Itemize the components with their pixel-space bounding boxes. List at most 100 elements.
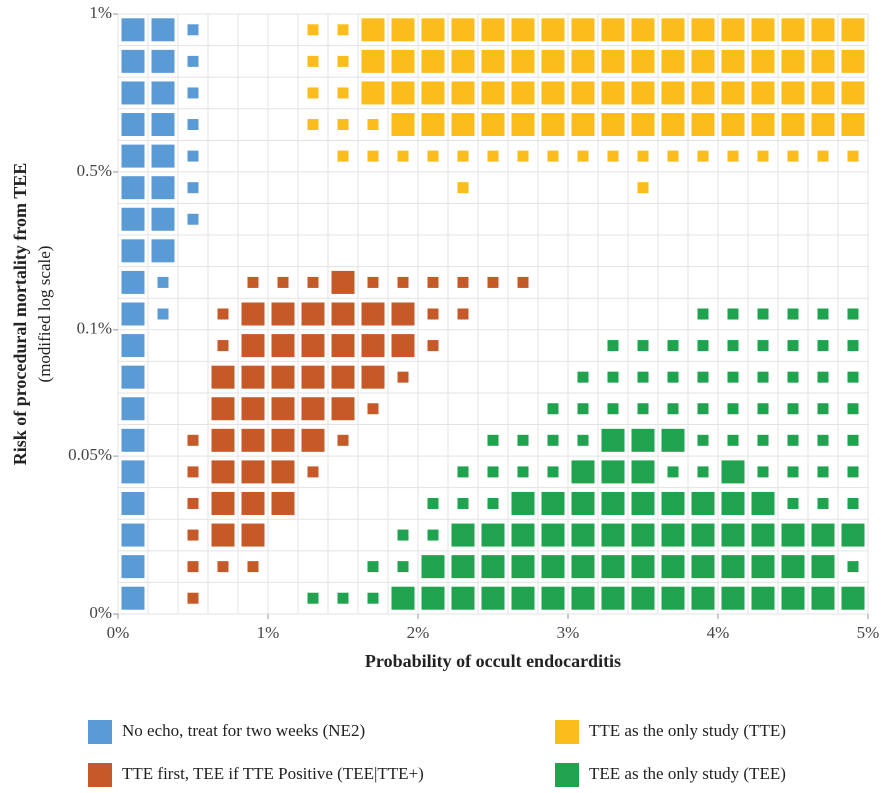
tile — [121, 365, 145, 389]
tile — [427, 497, 439, 509]
tile — [751, 18, 775, 42]
tile — [721, 491, 745, 515]
tile — [721, 555, 745, 579]
tile — [667, 340, 679, 352]
tile — [481, 555, 505, 579]
tile — [367, 276, 379, 288]
tile — [151, 49, 175, 73]
tile — [427, 276, 439, 288]
tile — [571, 18, 595, 42]
tile — [421, 18, 445, 42]
tile — [721, 586, 745, 610]
tile — [121, 144, 145, 168]
tile — [697, 371, 709, 383]
tile — [847, 403, 859, 415]
tile — [691, 555, 715, 579]
y-tick-label: 1% — [89, 3, 112, 22]
tile — [727, 340, 739, 352]
tile — [487, 497, 499, 509]
tile — [121, 586, 145, 610]
tile — [811, 555, 835, 579]
tile — [661, 113, 685, 137]
tile — [271, 302, 295, 326]
tile — [691, 49, 715, 73]
tile — [217, 308, 229, 320]
tile — [751, 49, 775, 73]
tile — [727, 371, 739, 383]
tile — [187, 150, 199, 162]
tile — [121, 113, 145, 137]
tile — [271, 428, 295, 452]
tile — [757, 466, 769, 478]
tile — [547, 150, 559, 162]
tile — [607, 403, 619, 415]
tile — [391, 113, 415, 137]
tile — [391, 302, 415, 326]
tile — [391, 586, 415, 610]
tile — [301, 428, 325, 452]
tile — [367, 119, 379, 131]
tile — [271, 365, 295, 389]
tile — [511, 49, 535, 73]
x-tick-label: 5% — [857, 623, 880, 642]
tile — [451, 49, 475, 73]
tile — [787, 497, 799, 509]
tile — [307, 55, 319, 67]
tile — [241, 302, 265, 326]
tile — [601, 523, 625, 547]
tile — [391, 18, 415, 42]
tile — [397, 561, 409, 573]
tile — [151, 81, 175, 105]
tile — [361, 18, 385, 42]
tile — [751, 491, 775, 515]
tile — [637, 403, 649, 415]
tile — [337, 434, 349, 446]
tile — [211, 523, 235, 547]
tile — [697, 403, 709, 415]
tile — [391, 334, 415, 358]
tile — [787, 340, 799, 352]
tile — [421, 555, 445, 579]
tile — [817, 434, 829, 446]
tile — [427, 340, 439, 352]
tile — [307, 466, 319, 478]
tile — [451, 113, 475, 137]
tile — [577, 403, 589, 415]
tile — [691, 113, 715, 137]
tile — [481, 18, 505, 42]
tile — [331, 397, 355, 421]
tile — [601, 18, 625, 42]
tile — [691, 586, 715, 610]
tile — [121, 302, 145, 326]
tile — [187, 434, 199, 446]
tile — [601, 428, 625, 452]
tile — [631, 586, 655, 610]
tile — [601, 586, 625, 610]
tile — [517, 150, 529, 162]
tile — [667, 403, 679, 415]
tile — [721, 81, 745, 105]
tile — [367, 592, 379, 604]
tile — [241, 491, 265, 515]
tile — [211, 460, 235, 484]
tile — [787, 403, 799, 415]
tile — [217, 561, 229, 573]
tile — [457, 150, 469, 162]
tile — [421, 81, 445, 105]
tile — [577, 434, 589, 446]
tile — [121, 555, 145, 579]
tile — [421, 586, 445, 610]
tile — [331, 365, 355, 389]
tile — [631, 428, 655, 452]
tile — [367, 561, 379, 573]
tile — [787, 466, 799, 478]
tile — [751, 586, 775, 610]
tile — [601, 49, 625, 73]
tile — [667, 371, 679, 383]
tile — [211, 491, 235, 515]
tile — [397, 150, 409, 162]
tile — [601, 491, 625, 515]
tile — [541, 586, 565, 610]
tile — [577, 371, 589, 383]
tile — [841, 18, 865, 42]
